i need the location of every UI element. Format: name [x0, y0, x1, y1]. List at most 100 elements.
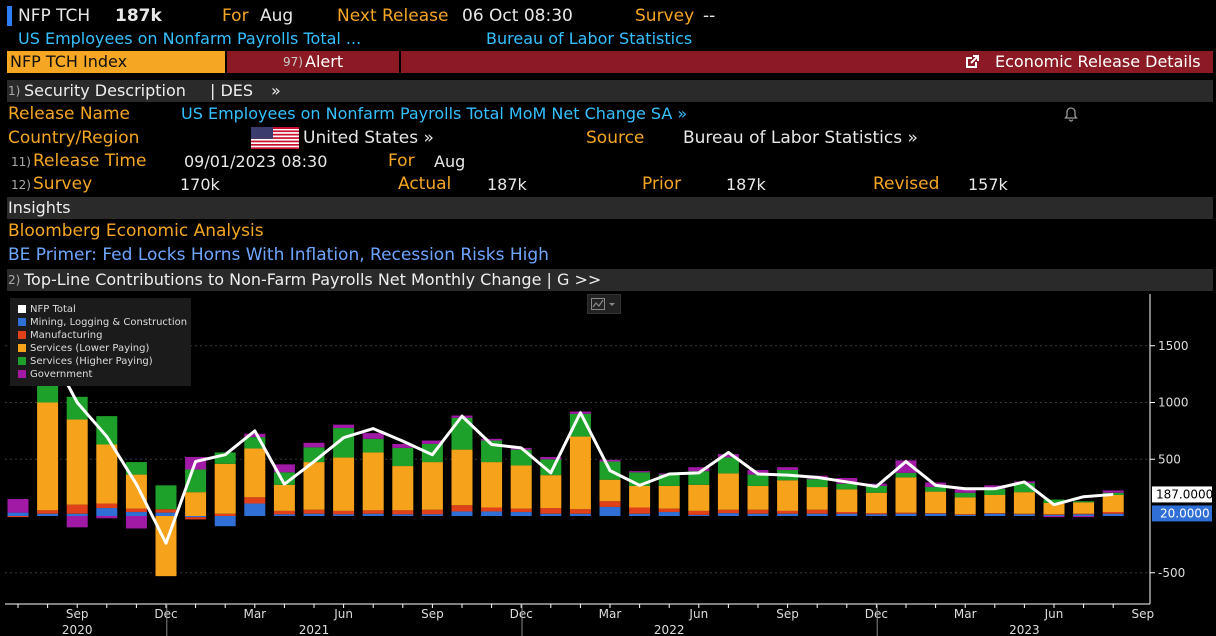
bar-segment — [629, 513, 651, 516]
insights-link[interactable]: BE Primer: Fed Locks Horns With Inflatio… — [8, 245, 549, 265]
security-description-header[interactable]: 1) Security Description | DES » — [7, 80, 1213, 102]
bar-segment — [1043, 514, 1065, 515]
bar-segment — [333, 424, 355, 429]
bar-segment — [421, 509, 443, 515]
x-tick-label: Mar — [599, 607, 622, 621]
bar-segment — [954, 514, 976, 515]
bar-segment — [185, 517, 207, 520]
header-source: Bureau of Labor Statistics — [486, 29, 693, 48]
bar-segment — [688, 510, 710, 515]
bar-segment — [777, 467, 799, 471]
bar-segment — [688, 471, 710, 485]
y-tick-label: 500 — [1158, 452, 1181, 466]
bar-segment — [303, 513, 325, 516]
bar-segment — [540, 513, 562, 516]
bar-segment — [688, 484, 710, 511]
section-arrow: » — [271, 81, 281, 100]
bar-segment — [451, 417, 473, 450]
bar-segment — [925, 487, 947, 492]
bar-segment — [451, 511, 473, 516]
chart-section-num: 2) — [8, 273, 21, 287]
bar-segment — [747, 474, 769, 486]
bar-segment — [66, 513, 88, 516]
survey-num: 12) — [11, 178, 31, 192]
bar-segment — [717, 473, 739, 510]
bar-segment — [717, 513, 739, 516]
bar-segment — [984, 495, 1006, 514]
nfp-contributions-chart: 1500 1000 500 -500 187.0000 20.0000 Sep Dec Mar J… — [5, 294, 1213, 636]
bar-segment — [273, 514, 295, 516]
next-release-value: 06 Oct 08:30 — [462, 6, 573, 26]
bar-segment — [273, 464, 295, 473]
chart-type-dropdown[interactable] — [587, 294, 621, 314]
release-name-link[interactable]: US Employees on Nonfarm Payrolls Total M… — [181, 104, 688, 123]
bar-segment — [895, 512, 917, 514]
bar-segment — [392, 514, 414, 516]
release-time-num: 11) — [11, 155, 31, 169]
source-label: Source — [586, 128, 645, 148]
legend-item-government: Government — [18, 369, 92, 380]
bar-segment — [865, 514, 887, 516]
bar-segment — [214, 463, 236, 514]
index-tab[interactable]: NFP TCH Index — [7, 51, 225, 73]
bar-segment — [925, 491, 947, 514]
legend-item-nfp-total: NFP Total — [18, 304, 76, 315]
bar-segment — [688, 514, 710, 516]
bar-segment — [125, 508, 147, 513]
header-subtitle: US Employees on Nonfarm Payrolls Total .… — [18, 29, 362, 48]
release-time-label[interactable]: Release Time — [33, 151, 147, 171]
bar-segment — [37, 402, 59, 511]
bar-segment — [984, 488, 1006, 496]
bar-segment — [96, 444, 118, 504]
x-tick-label: Jun — [688, 607, 708, 621]
insights-header: Insights — [7, 197, 1213, 219]
bar-segment — [451, 449, 473, 506]
bell-icon[interactable] — [1063, 106, 1079, 122]
bar-segment — [214, 516, 236, 527]
nfp-total-line — [16, 316, 1114, 545]
bar-segment — [658, 508, 680, 513]
bar-segment — [569, 509, 591, 514]
x-tick-label: Sep — [66, 607, 89, 621]
bar-segment — [540, 456, 562, 460]
ticker-marker — [7, 6, 12, 26]
chart-section-header[interactable]: 2) Top-Line Contributions to Non-Farm Pa… — [7, 269, 1213, 291]
bar-segment — [125, 516, 147, 529]
alert-button[interactable]: 97) Alert — [227, 51, 399, 73]
legend-item-services-higher: Services (Higher Paying) — [18, 356, 153, 367]
ticker[interactable]: NFP TCH — [18, 6, 91, 26]
bar-segment — [303, 509, 325, 514]
bar-segment — [806, 487, 828, 510]
bar-segment — [629, 471, 651, 473]
section-cmd: | DES — [210, 81, 254, 100]
revised-value: 157k — [968, 175, 1008, 194]
external-link-icon[interactable] — [964, 54, 980, 70]
bar-segment — [688, 467, 710, 472]
bar-segment — [451, 505, 473, 512]
bar-segment — [925, 513, 947, 516]
bar-segment — [333, 510, 355, 515]
y-tick-label: 1000 — [1158, 396, 1189, 410]
insights-title: Insights — [8, 198, 71, 217]
x-tick-label: Mar — [243, 607, 266, 621]
bar-segment — [7, 516, 29, 518]
bar-segment — [836, 512, 858, 514]
bar-segment — [125, 512, 147, 516]
bar-segment — [481, 507, 503, 512]
bar-segment — [806, 509, 828, 514]
bar-segment — [510, 449, 532, 466]
index-label: NFP TCH Index — [10, 52, 128, 71]
bar-segment — [1013, 483, 1035, 493]
bar-segment — [836, 489, 858, 513]
bar-segment — [303, 462, 325, 510]
bar-segment — [777, 510, 799, 514]
bar-segment — [155, 509, 177, 513]
bar-segment — [421, 440, 443, 444]
release-details-link[interactable]: Economic Release Details — [995, 52, 1201, 71]
details-survey-label[interactable]: Survey — [33, 174, 93, 194]
legend-item-mining: Mining, Logging & Construction — [18, 317, 187, 328]
details-survey-value: 170k — [180, 175, 220, 194]
source-value[interactable]: Bureau of Labor Statistics » — [683, 128, 918, 148]
bar-segment — [569, 413, 591, 437]
country-value[interactable]: United States » — [303, 128, 434, 148]
